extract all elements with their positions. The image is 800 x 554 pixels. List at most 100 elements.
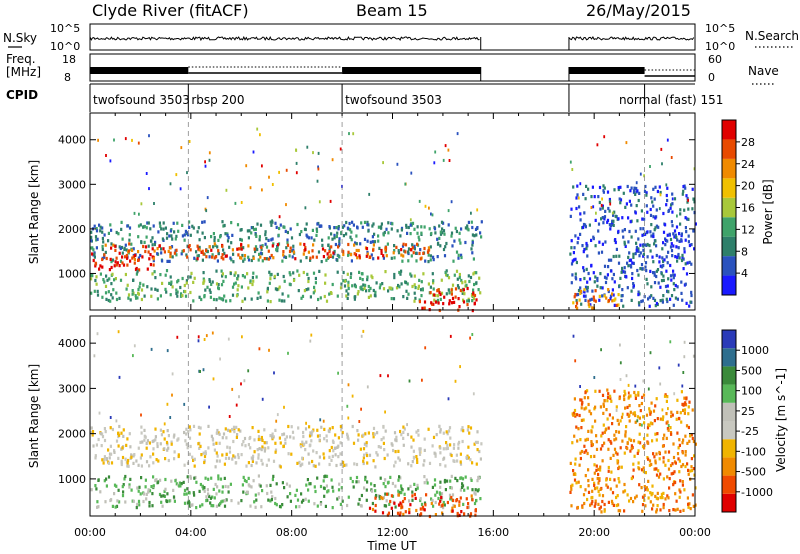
heatmap-cell bbox=[303, 227, 307, 231]
heatmap-cell bbox=[644, 184, 647, 189]
heatmap-cell bbox=[622, 304, 625, 308]
heatmap-cell bbox=[681, 192, 684, 196]
heatmap-cell bbox=[286, 243, 290, 247]
heatmap-cell bbox=[252, 256, 255, 260]
heatmap-cell bbox=[261, 438, 264, 442]
heatmap-cell bbox=[278, 504, 282, 509]
heatmap-cell bbox=[245, 164, 248, 168]
heatmap-cell bbox=[462, 429, 465, 433]
heatmap-cell bbox=[188, 220, 191, 224]
heatmap-cell bbox=[315, 227, 318, 231]
heatmap-cell bbox=[263, 446, 266, 450]
heatmap-cell bbox=[436, 255, 439, 259]
heatmap-cell bbox=[434, 452, 437, 456]
heatmap-cell bbox=[453, 443, 456, 447]
heatmap-cell bbox=[322, 255, 325, 259]
heatmap-cell bbox=[656, 417, 659, 421]
heatmap-cell bbox=[470, 478, 473, 482]
heatmap-cell bbox=[137, 463, 140, 467]
heatmap-cell bbox=[662, 506, 665, 510]
heatmap-cell bbox=[464, 280, 467, 284]
heatmap-cell bbox=[166, 232, 169, 236]
heatmap-cell bbox=[601, 216, 604, 220]
heatmap-cell bbox=[475, 233, 478, 237]
heatmap-cell bbox=[479, 497, 482, 501]
heatmap-cell bbox=[117, 431, 120, 435]
heatmap-cell bbox=[144, 485, 147, 489]
heatmap-cell bbox=[472, 392, 475, 396]
heatmap-cell bbox=[318, 434, 321, 438]
heatmap-cell bbox=[324, 281, 327, 285]
heatmap-cell bbox=[183, 402, 186, 406]
heatmap-cell bbox=[292, 271, 295, 275]
heatmap-cell bbox=[473, 491, 476, 495]
heatmap-cell bbox=[408, 379, 411, 383]
heatmap-cell bbox=[218, 459, 221, 463]
heatmap-cell bbox=[289, 246, 292, 250]
heatmap-cell bbox=[458, 276, 461, 280]
heatmap-cell bbox=[146, 439, 149, 443]
heatmap-cell bbox=[615, 405, 618, 409]
y-tick-label: 3000 bbox=[58, 178, 86, 191]
heatmap-cell bbox=[95, 275, 98, 279]
heatmap-cell bbox=[217, 251, 220, 255]
x-tick-label: 20:00 bbox=[578, 526, 610, 539]
heatmap-cell bbox=[270, 490, 273, 494]
heatmap-cell bbox=[110, 265, 113, 270]
heatmap-cell bbox=[364, 432, 367, 436]
heatmap-cell bbox=[626, 493, 629, 497]
heatmap-cell bbox=[669, 463, 673, 468]
heatmap-cell bbox=[439, 292, 442, 297]
heatmap-cell bbox=[121, 455, 125, 460]
heatmap-cell bbox=[613, 280, 616, 284]
heatmap-cell bbox=[261, 462, 264, 466]
heatmap-cell bbox=[681, 463, 685, 467]
heatmap-cell bbox=[416, 457, 419, 462]
heatmap-cell bbox=[597, 251, 600, 255]
heatmap-cell bbox=[253, 500, 256, 504]
heatmap-cell bbox=[460, 227, 463, 231]
heatmap-cell bbox=[591, 425, 594, 429]
heatmap-cell bbox=[382, 436, 385, 440]
heatmap-cell bbox=[103, 255, 106, 259]
heatmap-cell bbox=[225, 299, 228, 303]
heatmap-cell bbox=[410, 274, 413, 278]
heatmap-cell bbox=[609, 456, 612, 460]
heatmap-cell bbox=[179, 484, 182, 488]
heatmap-cell bbox=[652, 204, 655, 208]
heatmap-cell bbox=[223, 294, 226, 298]
heatmap-cell bbox=[318, 269, 321, 273]
heatmap-cell bbox=[135, 459, 138, 463]
heatmap-cell bbox=[352, 441, 356, 445]
heatmap-cell bbox=[590, 441, 593, 445]
heatmap-cell bbox=[178, 481, 181, 485]
heatmap-cell bbox=[137, 499, 141, 503]
heatmap-cell bbox=[641, 503, 645, 507]
heatmap-cell bbox=[177, 454, 180, 459]
heatmap-cell bbox=[351, 394, 354, 398]
heatmap-cell bbox=[302, 498, 305, 502]
heatmap-cell bbox=[414, 496, 417, 500]
heatmap-cell bbox=[689, 434, 692, 438]
heatmap-cell bbox=[266, 299, 269, 303]
heatmap-cell bbox=[94, 235, 98, 239]
heatmap-cell bbox=[593, 195, 596, 199]
heatmap-cell bbox=[688, 400, 691, 404]
heatmap-cell bbox=[216, 428, 219, 433]
heatmap-cell bbox=[439, 297, 442, 301]
heatmap-cell bbox=[676, 410, 679, 414]
heatmap-cell bbox=[203, 220, 206, 224]
heatmap-cell bbox=[198, 295, 201, 299]
heatmap-cell bbox=[635, 241, 638, 245]
heatmap-cell bbox=[617, 503, 620, 507]
heatmap-cell bbox=[154, 240, 157, 244]
heatmap-cell bbox=[590, 440, 593, 444]
heatmap-cell bbox=[439, 244, 442, 248]
heatmap-cell bbox=[423, 459, 426, 463]
heatmap-cell bbox=[90, 488, 93, 492]
heatmap-cell bbox=[306, 272, 309, 276]
heatmap-cell bbox=[221, 490, 224, 494]
heatmap-cell bbox=[347, 284, 350, 288]
heatmap-cell bbox=[201, 484, 204, 488]
heatmap-cell bbox=[636, 189, 639, 193]
